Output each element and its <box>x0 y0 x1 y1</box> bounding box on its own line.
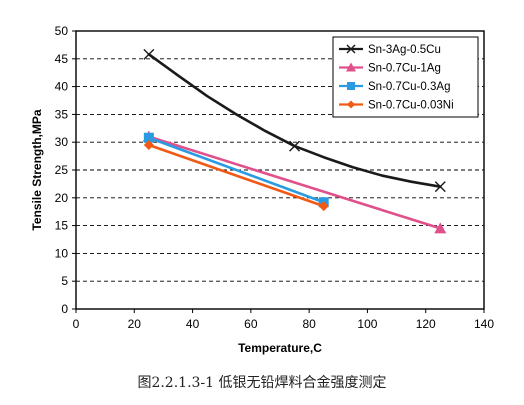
y-axis-label: Tensile Strength,MPa <box>30 109 44 230</box>
y-tick-label: 30 <box>55 135 69 149</box>
chart: 0 20 40 60 80 100 120 140 0 5 10 15 20 25 30 35 40 45 50 T… <box>30 24 495 355</box>
series-0 <box>143 48 446 193</box>
diamond-marker <box>318 201 329 212</box>
x-marker <box>346 44 356 54</box>
legend-label: Sn-0.7Cu-0.3Ag <box>368 81 450 93</box>
x-tick-label: 20 <box>128 317 142 331</box>
x-marker <box>143 48 155 60</box>
x-marker <box>289 140 301 152</box>
x-marker <box>434 181 446 193</box>
legend-label: Sn-0.7Cu-0.03Ni <box>368 100 454 112</box>
y-tick-label: 10 <box>55 246 69 260</box>
x-tick-label: 100 <box>357 317 377 331</box>
x-tick-label: 80 <box>302 317 316 331</box>
y-tick-label: 45 <box>55 52 69 66</box>
y-tick-label: 50 <box>55 24 69 38</box>
y-tick-label: 25 <box>55 163 69 177</box>
legend-entry: Sn-0.7Cu-1Ag <box>339 62 441 75</box>
diamond-marker <box>143 139 154 150</box>
x-tick-label: 0 <box>73 317 80 331</box>
figure-caption: 图2.2.1.3-1 低银无铅焊料合金强度测定 <box>137 375 387 391</box>
y-tick-label: 40 <box>55 80 69 94</box>
ticks: 0 20 40 60 80 100 120 140 0 5 10 15 20 25 30 35 40 45 50 <box>55 24 495 331</box>
y-tick-label: 5 <box>61 274 68 288</box>
x-tick-label: 60 <box>244 317 258 331</box>
y-tick-label: 20 <box>55 191 69 205</box>
square-marker <box>347 82 355 90</box>
legend-label: Sn-0.7Cu-1Ag <box>368 63 441 75</box>
x-tick-label: 140 <box>474 317 494 331</box>
series-line <box>147 135 442 230</box>
triangle-marker <box>434 222 447 234</box>
legend: Sn-3Ag-0.5Cu Sn-0.7Cu-1Ag Sn-0.7Cu-0.3Ag Sn… <box>332 36 479 118</box>
triangle-marker <box>346 62 356 72</box>
series-layer <box>142 48 447 234</box>
legend-entry: Sn-0.7Cu-0.03Ni <box>339 100 454 112</box>
legend-label: Sn-3Ag-0.5Cu <box>368 44 441 56</box>
x-axis-label: Temperature,C <box>238 341 322 355</box>
y-tick-label: 0 <box>61 302 68 316</box>
series-3 <box>143 139 329 212</box>
square-marker <box>143 132 154 143</box>
series-line <box>147 143 326 208</box>
y-tick-label: 35 <box>55 107 69 121</box>
legend-entry: Sn-3Ag-0.5Cu <box>339 44 441 56</box>
diamond-marker <box>347 100 355 109</box>
x-tick-label: 120 <box>416 317 436 331</box>
x-tick-label: 40 <box>186 317 200 331</box>
legend-entry: Sn-0.7Cu-0.3Ag <box>339 81 450 93</box>
series-line <box>147 136 326 204</box>
y-tick-label: 15 <box>55 219 69 233</box>
